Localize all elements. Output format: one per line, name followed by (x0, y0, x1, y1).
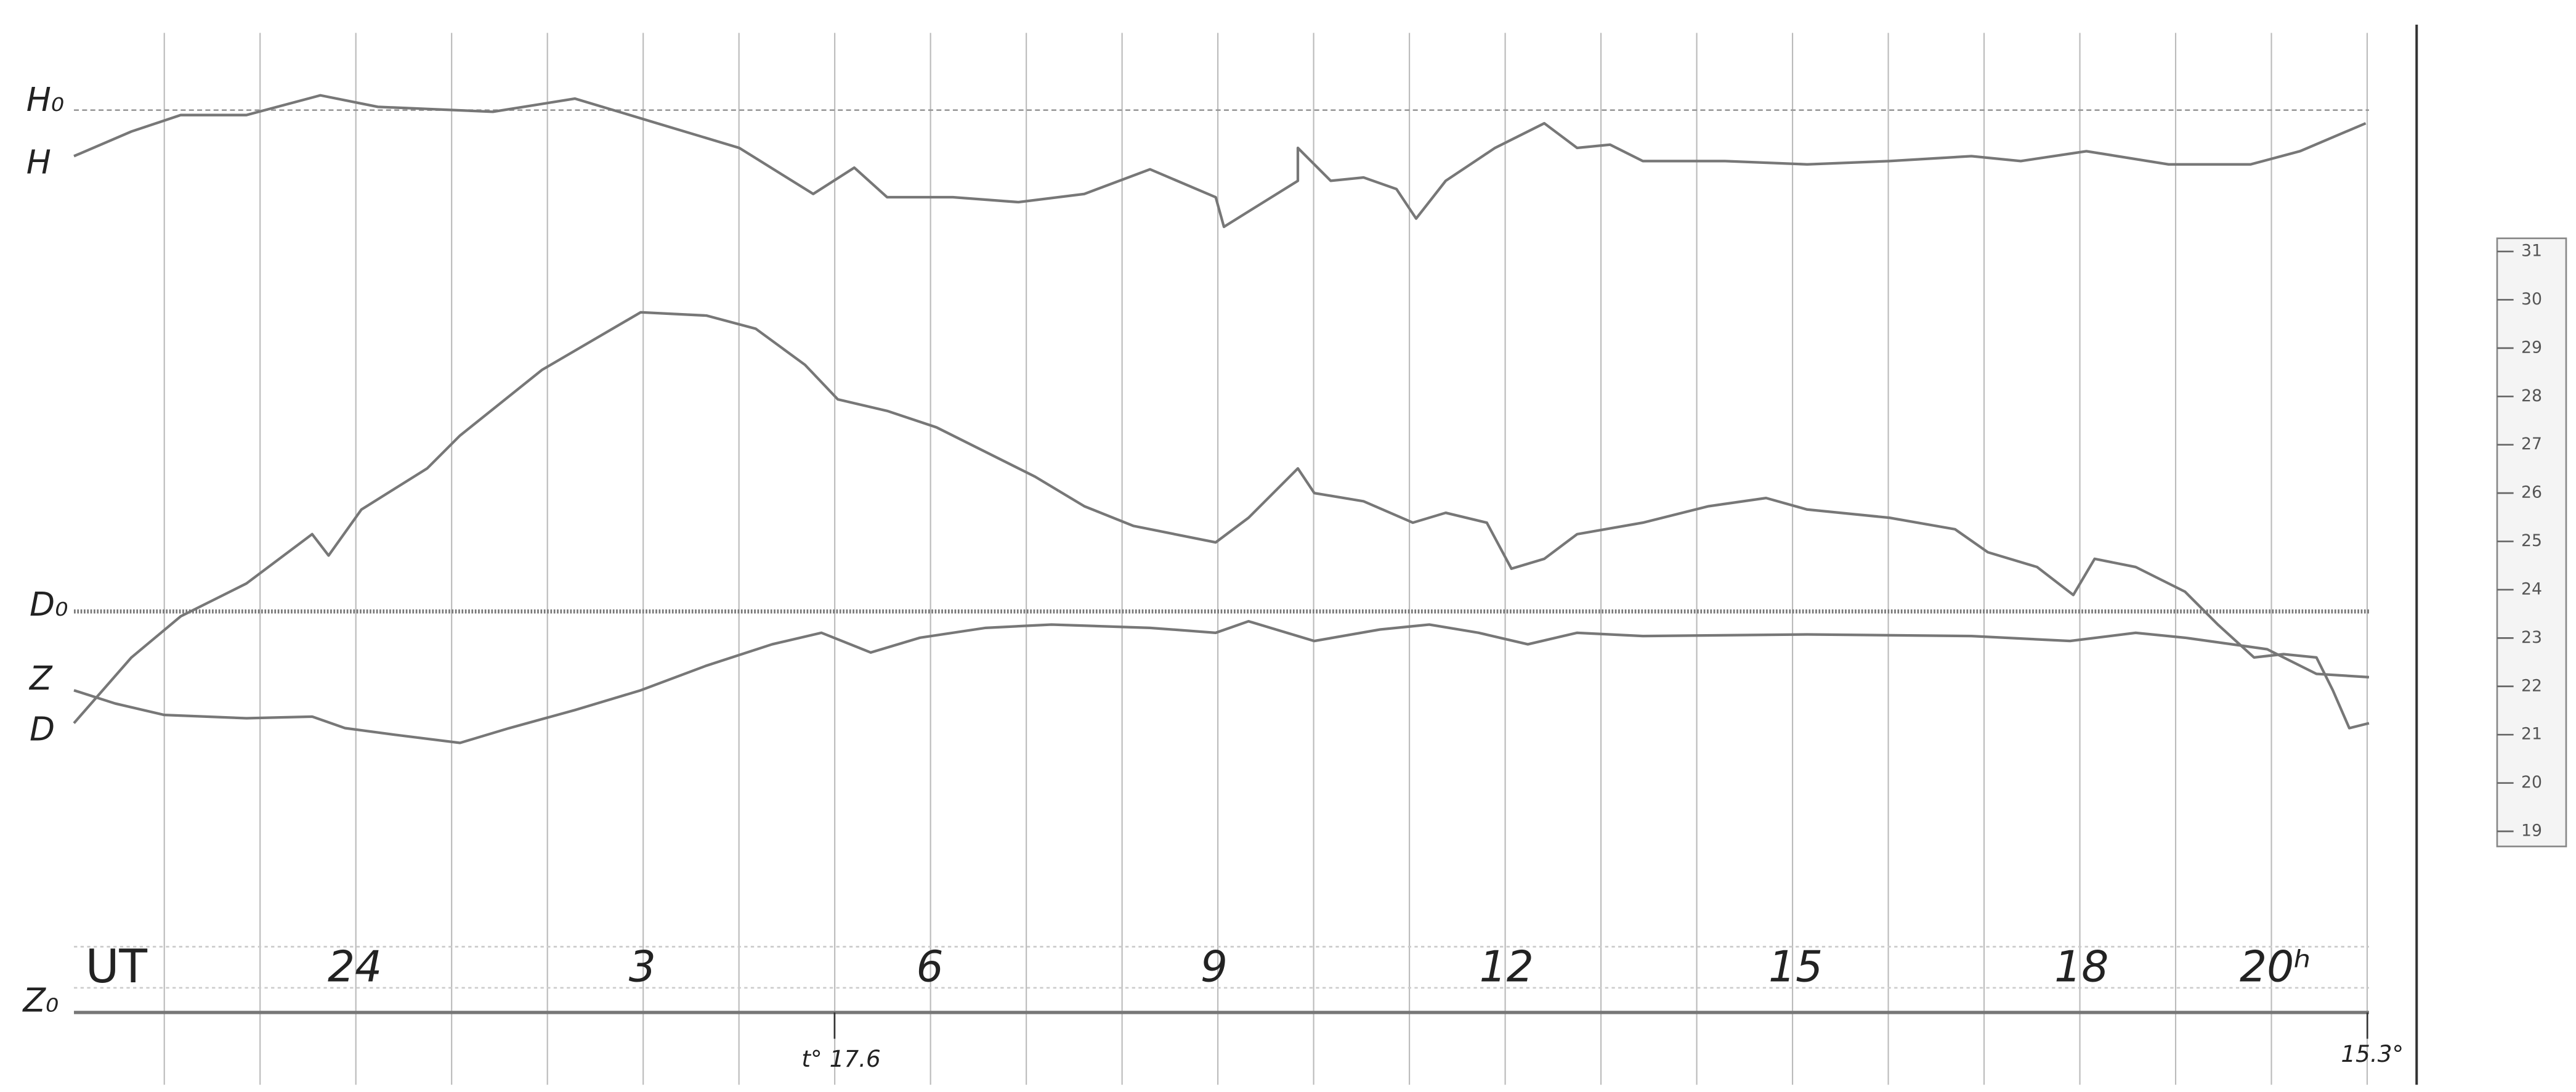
scale: 31 30 29 28 27 26 25 24 23 22 21 20 19 (2497, 242, 2542, 841)
scale-label: 24 (2521, 579, 2542, 598)
ut-label: UT (86, 940, 148, 993)
hour-label: 6 (917, 943, 944, 992)
scale-label: 21 (2521, 725, 2542, 744)
scale-strip (2496, 237, 2567, 847)
z-trace (73, 620, 2370, 744)
end-temperature: 15.3° (2341, 1040, 2404, 1067)
scale-label: 25 (2521, 531, 2542, 550)
scale-label: 22 (2521, 676, 2542, 695)
h-label: H (26, 142, 51, 181)
hour-label: 3 (629, 943, 656, 992)
d-label: D (30, 709, 55, 748)
scale-label: 29 (2521, 338, 2542, 357)
hour-label: 18 (2054, 943, 2108, 992)
z-label: Z (28, 659, 53, 698)
h-trace (73, 94, 2367, 229)
hour-label: 20ʰ (2240, 943, 2311, 992)
hour-label: 9 (1201, 943, 1228, 992)
scale-label: 31 (2521, 242, 2542, 261)
start-temperature: t° 17.6 (801, 1045, 880, 1072)
d-trace (73, 311, 2370, 730)
scale-label: 19 (2521, 821, 2542, 841)
hour-label: 24 (328, 943, 382, 992)
d0-label: D₀ (30, 585, 68, 624)
scale-label: 23 (2521, 628, 2542, 647)
hour-label: 12 (1480, 943, 1534, 992)
z0-label: Z₀ (22, 981, 59, 1020)
scale-label: 26 (2521, 483, 2542, 502)
scale-label: 20 (2521, 773, 2542, 792)
scale-label: 28 (2521, 386, 2542, 405)
scale-label: 30 (2521, 290, 2542, 309)
hour-label: 15 (1768, 943, 1823, 992)
h0-label: H₀ (26, 80, 64, 119)
scale-label: 27 (2521, 434, 2542, 454)
